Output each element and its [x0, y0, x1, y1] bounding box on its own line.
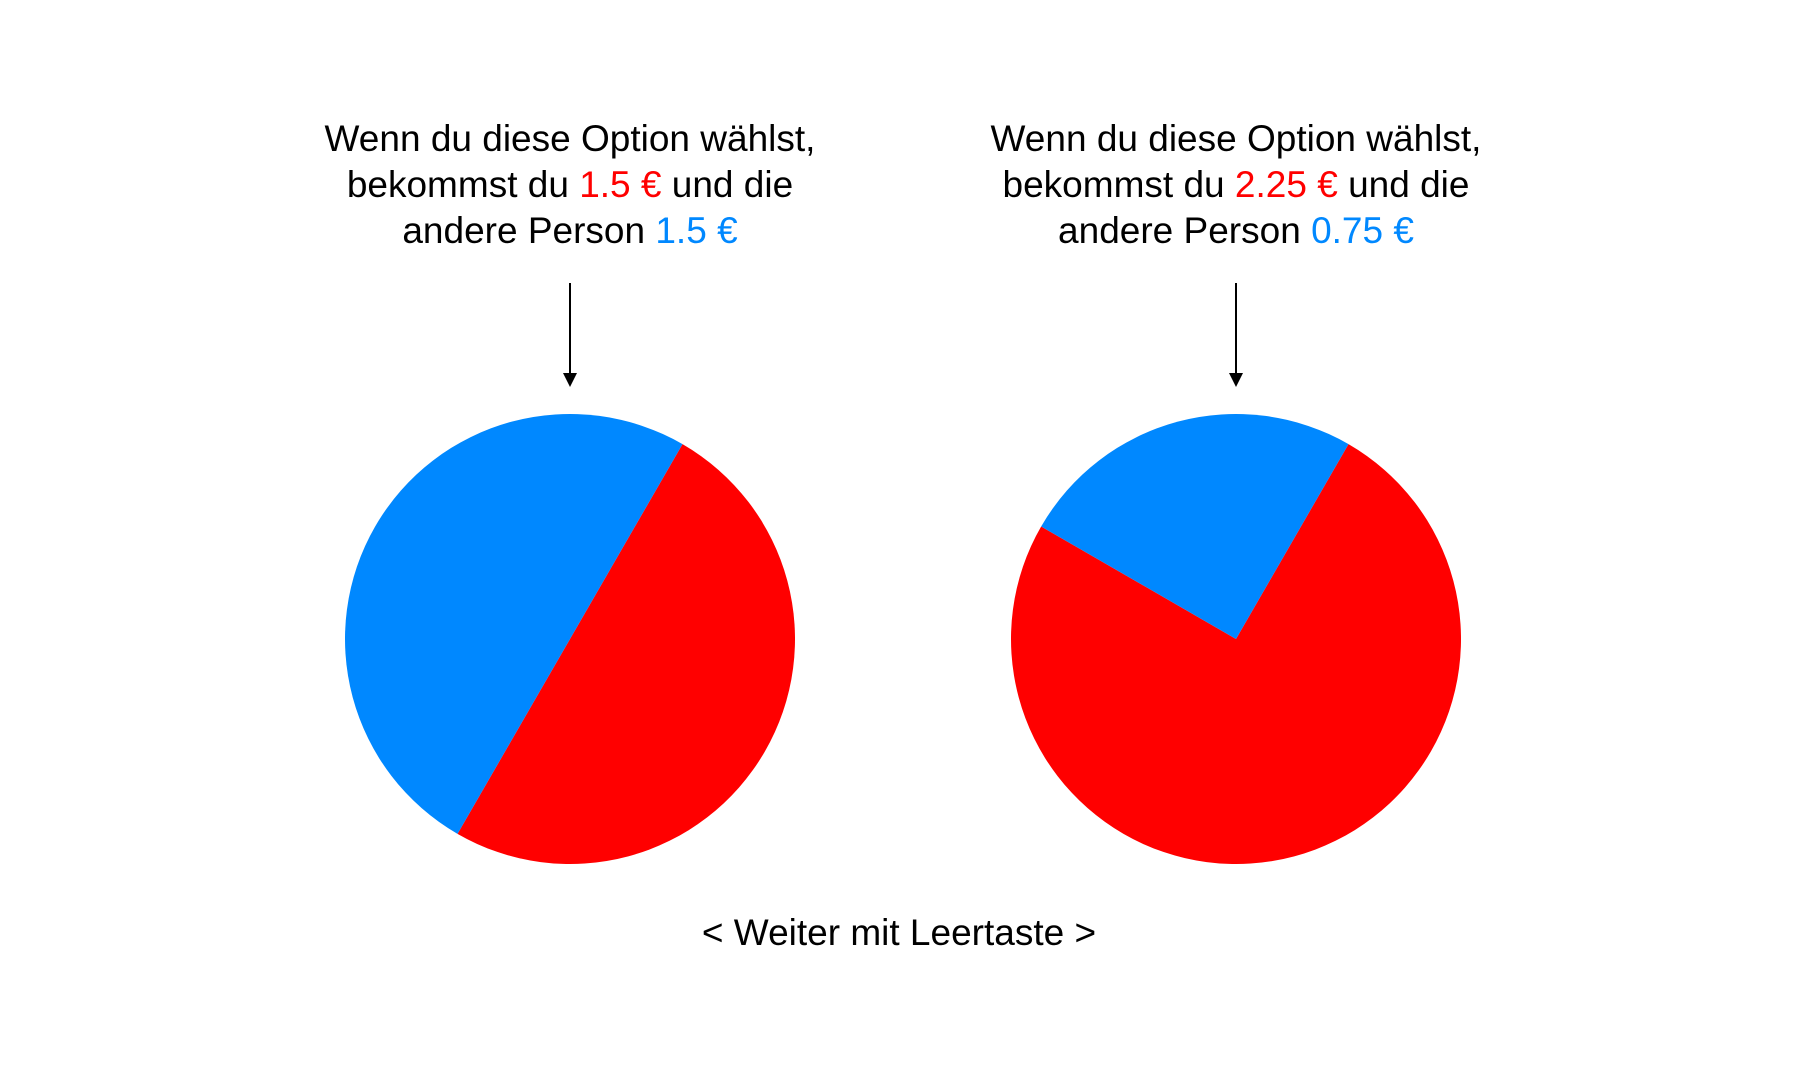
option-2-caption: Wenn du diese Option wählst, bekommst du…	[926, 116, 1546, 254]
pie-slice-self	[1011, 444, 1461, 864]
down-arrow-icon	[1229, 283, 1243, 387]
pie-chart-1	[344, 414, 795, 864]
option-2-self-amount: 2.25 €	[1234, 164, 1338, 205]
down-arrow-icon	[563, 283, 577, 387]
option-1-line-2-suffix: und die	[671, 164, 794, 205]
option-2-line-3-prefix: andere Person	[1058, 210, 1301, 251]
option-2-line-1: Wenn du diese Option wählst,	[990, 118, 1482, 159]
option-1-line-1: Wenn du diese Option wählst,	[324, 118, 816, 159]
option-1[interactable]: Wenn du diese Option wählst, bekommst du…	[260, 0, 880, 880]
option-2-line-2-prefix: bekommst du	[1002, 164, 1225, 205]
pie-slice-other	[1041, 414, 1349, 639]
option-1-self-amount: 1.5 €	[579, 164, 662, 205]
option-2-other-amount: 0.75 €	[1311, 210, 1414, 251]
continue-hint: < Weiter mit Leertaste >	[701, 912, 1097, 953]
pie-slice-self	[457, 444, 795, 864]
option-1-line-3-prefix: andere Person	[402, 210, 646, 251]
option-1-other-amount: 1.5 €	[655, 210, 738, 251]
option-2[interactable]: Wenn du diese Option wählst, bekommst du…	[926, 0, 1546, 880]
option-1-caption: Wenn du diese Option wählst, bekommst du…	[260, 116, 880, 254]
pie-chart-2	[1011, 414, 1461, 864]
option-1-line-2-prefix: bekommst du	[346, 164, 569, 205]
option-2-line-2-suffix: und die	[1348, 164, 1470, 205]
pie-slice-other	[344, 414, 683, 834]
